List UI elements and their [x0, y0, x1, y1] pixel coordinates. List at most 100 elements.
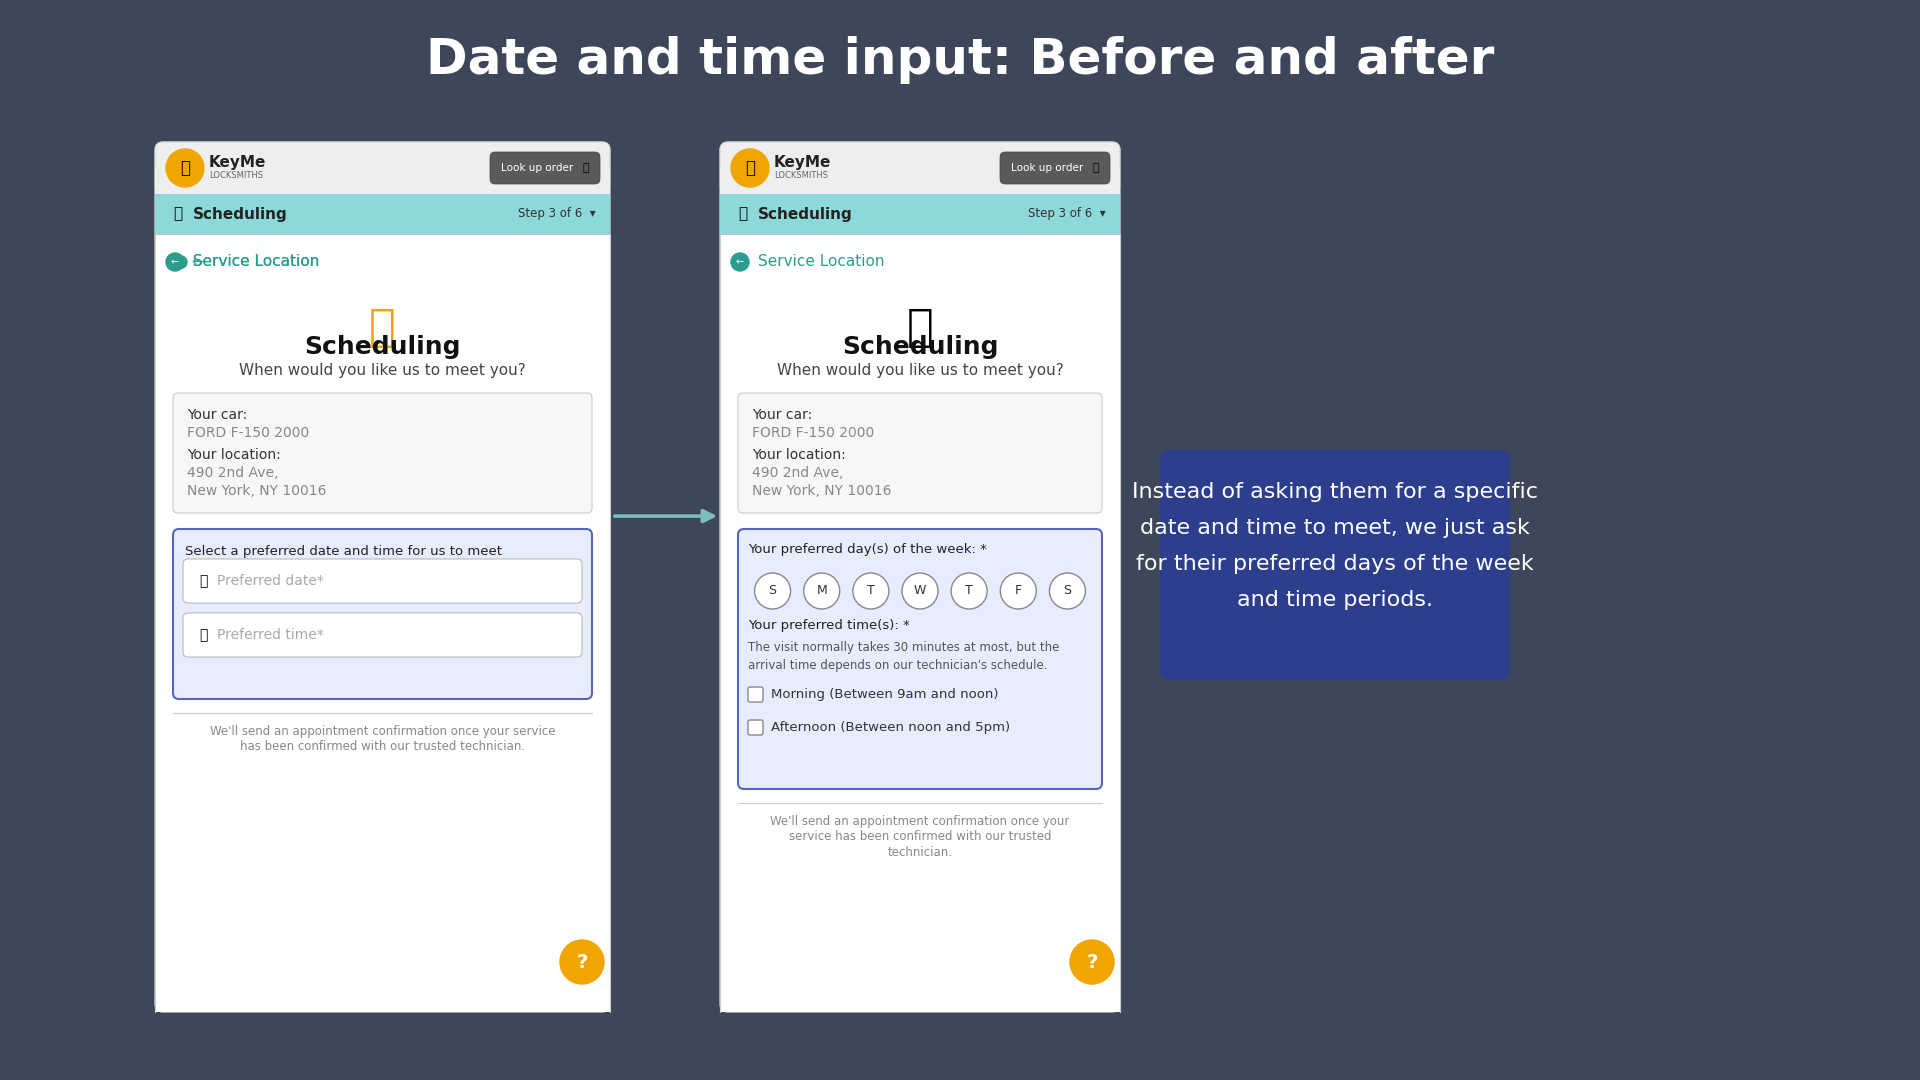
Circle shape [1069, 940, 1114, 984]
Bar [156, 168, 611, 194]
Circle shape [561, 940, 605, 984]
FancyBboxPatch shape [182, 559, 582, 603]
Circle shape [1050, 573, 1085, 609]
Text: Service Location: Service Location [758, 255, 885, 270]
Text: ?: ? [1087, 953, 1098, 972]
Circle shape [755, 573, 791, 609]
FancyBboxPatch shape [156, 141, 611, 194]
Text: technician.: technician. [887, 847, 952, 860]
Text: When would you like us to meet you?: When would you like us to meet you? [240, 364, 526, 378]
Text: FORD F-150 2000: FORD F-150 2000 [186, 426, 309, 440]
Text: KeyMe: KeyMe [774, 156, 831, 171]
Text: Your location:: Your location: [186, 448, 280, 462]
Circle shape [902, 573, 939, 609]
Text: Your car:: Your car: [186, 408, 248, 422]
Text: 🔑: 🔑 [180, 159, 190, 177]
Text: 📅: 📅 [906, 306, 933, 349]
Text: ←: ← [735, 257, 745, 267]
Text: Look up order: Look up order [1010, 163, 1083, 173]
Text: Scheduling: Scheduling [303, 335, 461, 359]
Text: Date and time input: Before and after: Date and time input: Before and after [426, 36, 1494, 84]
Text: New York, NY 10016: New York, NY 10016 [753, 484, 891, 498]
Bar [156, 234, 611, 1012]
FancyBboxPatch shape [1160, 450, 1509, 680]
Text: 🕐: 🕐 [200, 627, 207, 642]
Text: ←: ← [190, 255, 204, 270]
Text: 📅: 📅 [200, 573, 207, 588]
Text: 🔍: 🔍 [582, 163, 589, 173]
Text: you. *: you. * [184, 561, 225, 573]
Text: Your preferred day(s) of the week: *: Your preferred day(s) of the week: * [749, 542, 987, 555]
Text: ?: ? [576, 953, 588, 972]
Circle shape [165, 253, 184, 271]
Text: Your location:: Your location: [753, 448, 845, 462]
Circle shape [732, 253, 749, 271]
Text: When would you like us to meet you?: When would you like us to meet you? [776, 364, 1064, 378]
Text: Your car:: Your car: [753, 408, 812, 422]
Circle shape [165, 149, 204, 187]
Bar [720, 234, 1119, 1012]
Text: T: T [868, 584, 876, 597]
Bar [720, 168, 1119, 194]
Text: T: T [966, 584, 973, 597]
Text: LOCKSMITHS: LOCKSMITHS [209, 172, 263, 180]
Bar [156, 194, 611, 234]
Circle shape [852, 573, 889, 609]
Circle shape [950, 573, 987, 609]
Text: ☽: ☽ [501, 159, 518, 177]
FancyBboxPatch shape [720, 141, 1119, 1012]
FancyBboxPatch shape [182, 613, 582, 657]
Text: ←: ← [171, 257, 179, 267]
Text: date and time to meet, we just ask: date and time to meet, we just ask [1140, 518, 1530, 538]
FancyBboxPatch shape [173, 393, 591, 513]
Text: We'll send an appointment confirmation once your: We'll send an appointment confirmation o… [770, 814, 1069, 827]
FancyBboxPatch shape [490, 152, 599, 184]
Text: KeyMe: KeyMe [209, 156, 267, 171]
Text: Scheduling: Scheduling [758, 206, 852, 221]
FancyBboxPatch shape [1000, 152, 1110, 184]
Text: Select a preferred date and time for us to meet: Select a preferred date and time for us … [184, 544, 501, 557]
Text: arrival time depends on our technician's schedule.: arrival time depends on our technician's… [749, 659, 1048, 672]
FancyBboxPatch shape [720, 141, 1119, 194]
Text: 490 2nd Ave,: 490 2nd Ave, [753, 465, 843, 480]
Text: Service Location: Service Location [194, 255, 319, 270]
Text: has been confirmed with our trusted technician.: has been confirmed with our trusted tech… [240, 741, 524, 754]
Text: ☽: ☽ [1012, 159, 1027, 177]
Text: M: M [816, 584, 828, 597]
Text: F: F [1016, 584, 1021, 597]
Text: FORD F-150 2000: FORD F-150 2000 [753, 426, 874, 440]
Text: 490 2nd Ave,: 490 2nd Ave, [186, 465, 278, 480]
Text: 🔍: 🔍 [1092, 163, 1100, 173]
Text: W: W [914, 584, 925, 597]
Circle shape [1000, 573, 1037, 609]
Text: 📅: 📅 [737, 206, 747, 221]
Text: LOCKSMITHS: LOCKSMITHS [774, 172, 828, 180]
FancyBboxPatch shape [737, 529, 1102, 789]
Text: Your preferred time(s): *: Your preferred time(s): * [749, 619, 910, 632]
Text: Preferred time*: Preferred time* [217, 627, 324, 642]
Text: Afternoon (Between noon and 5pm): Afternoon (Between noon and 5pm) [772, 721, 1010, 734]
Text: Morning (Between 9am and noon): Morning (Between 9am and noon) [772, 688, 998, 701]
FancyBboxPatch shape [737, 393, 1102, 513]
Text: Step 3 of 6  ▾: Step 3 of 6 ▾ [1029, 207, 1106, 220]
FancyBboxPatch shape [156, 141, 611, 1012]
Text: for their preferred days of the week: for their preferred days of the week [1137, 554, 1534, 573]
Text: 🔑: 🔑 [745, 159, 755, 177]
Text: S: S [768, 584, 776, 597]
Text: and time periods.: and time periods. [1236, 590, 1432, 610]
Text: Instead of asking them for a specific: Instead of asking them for a specific [1133, 482, 1538, 502]
Text: ← Service Location: ← Service Location [175, 255, 319, 270]
Text: New York, NY 10016: New York, NY 10016 [186, 484, 326, 498]
Text: Look up order: Look up order [501, 163, 574, 173]
Text: ●: ● [173, 253, 188, 271]
FancyBboxPatch shape [173, 529, 591, 699]
Text: 📅: 📅 [369, 306, 396, 349]
Circle shape [732, 149, 770, 187]
Circle shape [804, 573, 839, 609]
Text: The visit normally takes 30 minutes at most, but the: The visit normally takes 30 minutes at m… [749, 642, 1060, 654]
Text: S: S [1064, 584, 1071, 597]
Bar [720, 194, 1119, 234]
FancyBboxPatch shape [749, 687, 762, 702]
FancyBboxPatch shape [749, 720, 762, 735]
Text: We'll send an appointment confirmation once your service: We'll send an appointment confirmation o… [209, 725, 555, 738]
